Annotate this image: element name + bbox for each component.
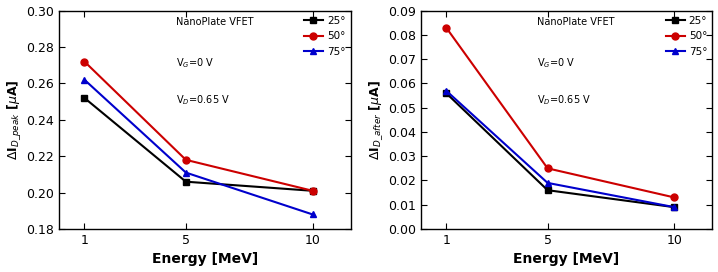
Legend: 25°, 50°, 75°: 25°, 50°, 75° xyxy=(302,14,348,59)
25° xyxy=(670,206,679,209)
X-axis label: Energy [MeV]: Energy [MeV] xyxy=(151,252,258,267)
75° xyxy=(670,206,679,209)
50° xyxy=(80,60,89,63)
Line: 50°: 50° xyxy=(81,58,316,194)
Text: NanoPlate VFET: NanoPlate VFET xyxy=(538,17,615,27)
Text: NanoPlate VFET: NanoPlate VFET xyxy=(176,17,253,27)
25° xyxy=(182,180,190,183)
50° xyxy=(308,189,317,192)
Line: 25°: 25° xyxy=(81,94,316,194)
75° xyxy=(544,181,552,184)
X-axis label: Energy [MeV]: Energy [MeV] xyxy=(513,252,620,267)
50° xyxy=(182,158,190,162)
Y-axis label: $\Delta$I$_{D\_after}$ [$\mu$A]: $\Delta$I$_{D\_after}$ [$\mu$A] xyxy=(368,80,385,160)
75° xyxy=(442,89,450,92)
Text: V$_G$=0 V: V$_G$=0 V xyxy=(176,56,214,70)
Line: 25°: 25° xyxy=(443,89,678,211)
Line: 50°: 50° xyxy=(443,24,678,201)
50° xyxy=(544,167,552,170)
25° xyxy=(442,91,450,95)
25° xyxy=(80,96,89,100)
Line: 75°: 75° xyxy=(443,87,678,211)
50° xyxy=(670,196,679,199)
25° xyxy=(544,188,552,192)
Y-axis label: $\Delta$I$_{D\_peak}$ [$\mu$A]: $\Delta$I$_{D\_peak}$ [$\mu$A] xyxy=(6,79,24,160)
Legend: 25°, 50°, 75°: 25°, 50°, 75° xyxy=(663,14,709,59)
Text: V$_D$=0.65 V: V$_D$=0.65 V xyxy=(538,94,592,107)
75° xyxy=(308,213,317,216)
50° xyxy=(442,26,450,29)
75° xyxy=(182,171,190,174)
25° xyxy=(308,189,317,192)
Text: V$_G$=0 V: V$_G$=0 V xyxy=(538,56,576,70)
75° xyxy=(80,78,89,81)
Line: 75°: 75° xyxy=(81,76,316,218)
Text: V$_D$=0.65 V: V$_D$=0.65 V xyxy=(176,94,230,107)
